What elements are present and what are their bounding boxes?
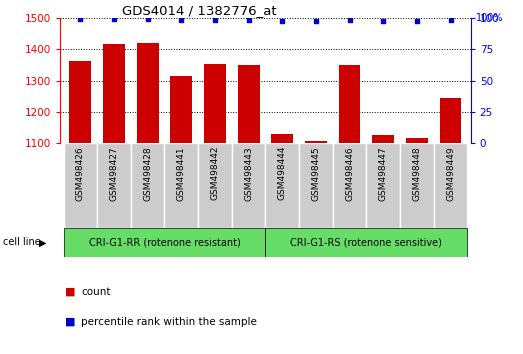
Bar — [97, 143, 131, 228]
Text: GSM498428: GSM498428 — [143, 146, 152, 201]
Bar — [63, 143, 97, 228]
Point — [244, 17, 253, 23]
Text: GSM498444: GSM498444 — [278, 146, 287, 200]
Text: GSM498426: GSM498426 — [76, 146, 85, 201]
Bar — [266, 228, 468, 257]
Text: GSM498446: GSM498446 — [345, 146, 354, 201]
Text: GSM498427: GSM498427 — [109, 146, 119, 201]
Text: 100%: 100% — [476, 13, 504, 23]
Bar — [271, 134, 293, 143]
Bar — [299, 143, 333, 228]
Text: cell line: cell line — [3, 238, 40, 247]
Text: CRI-G1-RS (rotenone sensitive): CRI-G1-RS (rotenone sensitive) — [290, 238, 442, 247]
Bar — [400, 143, 434, 228]
Bar — [406, 138, 428, 143]
Bar — [137, 44, 158, 143]
Point — [76, 16, 85, 22]
Bar — [232, 143, 266, 228]
Text: GSM498442: GSM498442 — [210, 146, 220, 200]
Text: GSM498448: GSM498448 — [412, 146, 422, 201]
Bar — [367, 143, 400, 228]
Point — [413, 19, 421, 24]
Bar — [338, 65, 360, 143]
Point — [379, 19, 388, 24]
Point — [345, 17, 354, 23]
Text: CRI-G1-RR (rotenone resistant): CRI-G1-RR (rotenone resistant) — [88, 238, 241, 247]
Bar — [266, 143, 299, 228]
Bar — [70, 61, 92, 143]
Text: GSM498441: GSM498441 — [177, 146, 186, 201]
Text: GSM498445: GSM498445 — [311, 146, 321, 201]
Bar — [434, 143, 468, 228]
Point — [211, 17, 219, 23]
Text: count: count — [81, 287, 110, 297]
Bar — [164, 143, 198, 228]
Bar — [103, 44, 125, 143]
Bar — [204, 64, 226, 143]
Text: GSM498443: GSM498443 — [244, 146, 253, 201]
Bar — [439, 98, 461, 143]
Point — [143, 16, 152, 22]
Text: GSM498449: GSM498449 — [446, 146, 455, 201]
Point — [110, 16, 118, 22]
Text: ■: ■ — [65, 287, 76, 297]
Bar — [372, 135, 394, 143]
Text: GDS4014 / 1382776_at: GDS4014 / 1382776_at — [122, 4, 276, 17]
Bar — [198, 143, 232, 228]
Bar — [170, 76, 192, 143]
Point — [278, 19, 287, 24]
Bar — [237, 65, 259, 143]
Point — [446, 17, 454, 23]
Text: ■: ■ — [65, 317, 76, 327]
Point — [312, 19, 320, 24]
Point — [177, 17, 186, 23]
Text: ▶: ▶ — [39, 238, 47, 247]
Bar — [305, 141, 327, 143]
Text: percentile rank within the sample: percentile rank within the sample — [81, 317, 257, 327]
Bar — [333, 143, 367, 228]
Bar — [63, 228, 266, 257]
Text: GSM498447: GSM498447 — [379, 146, 388, 201]
Bar — [131, 143, 164, 228]
